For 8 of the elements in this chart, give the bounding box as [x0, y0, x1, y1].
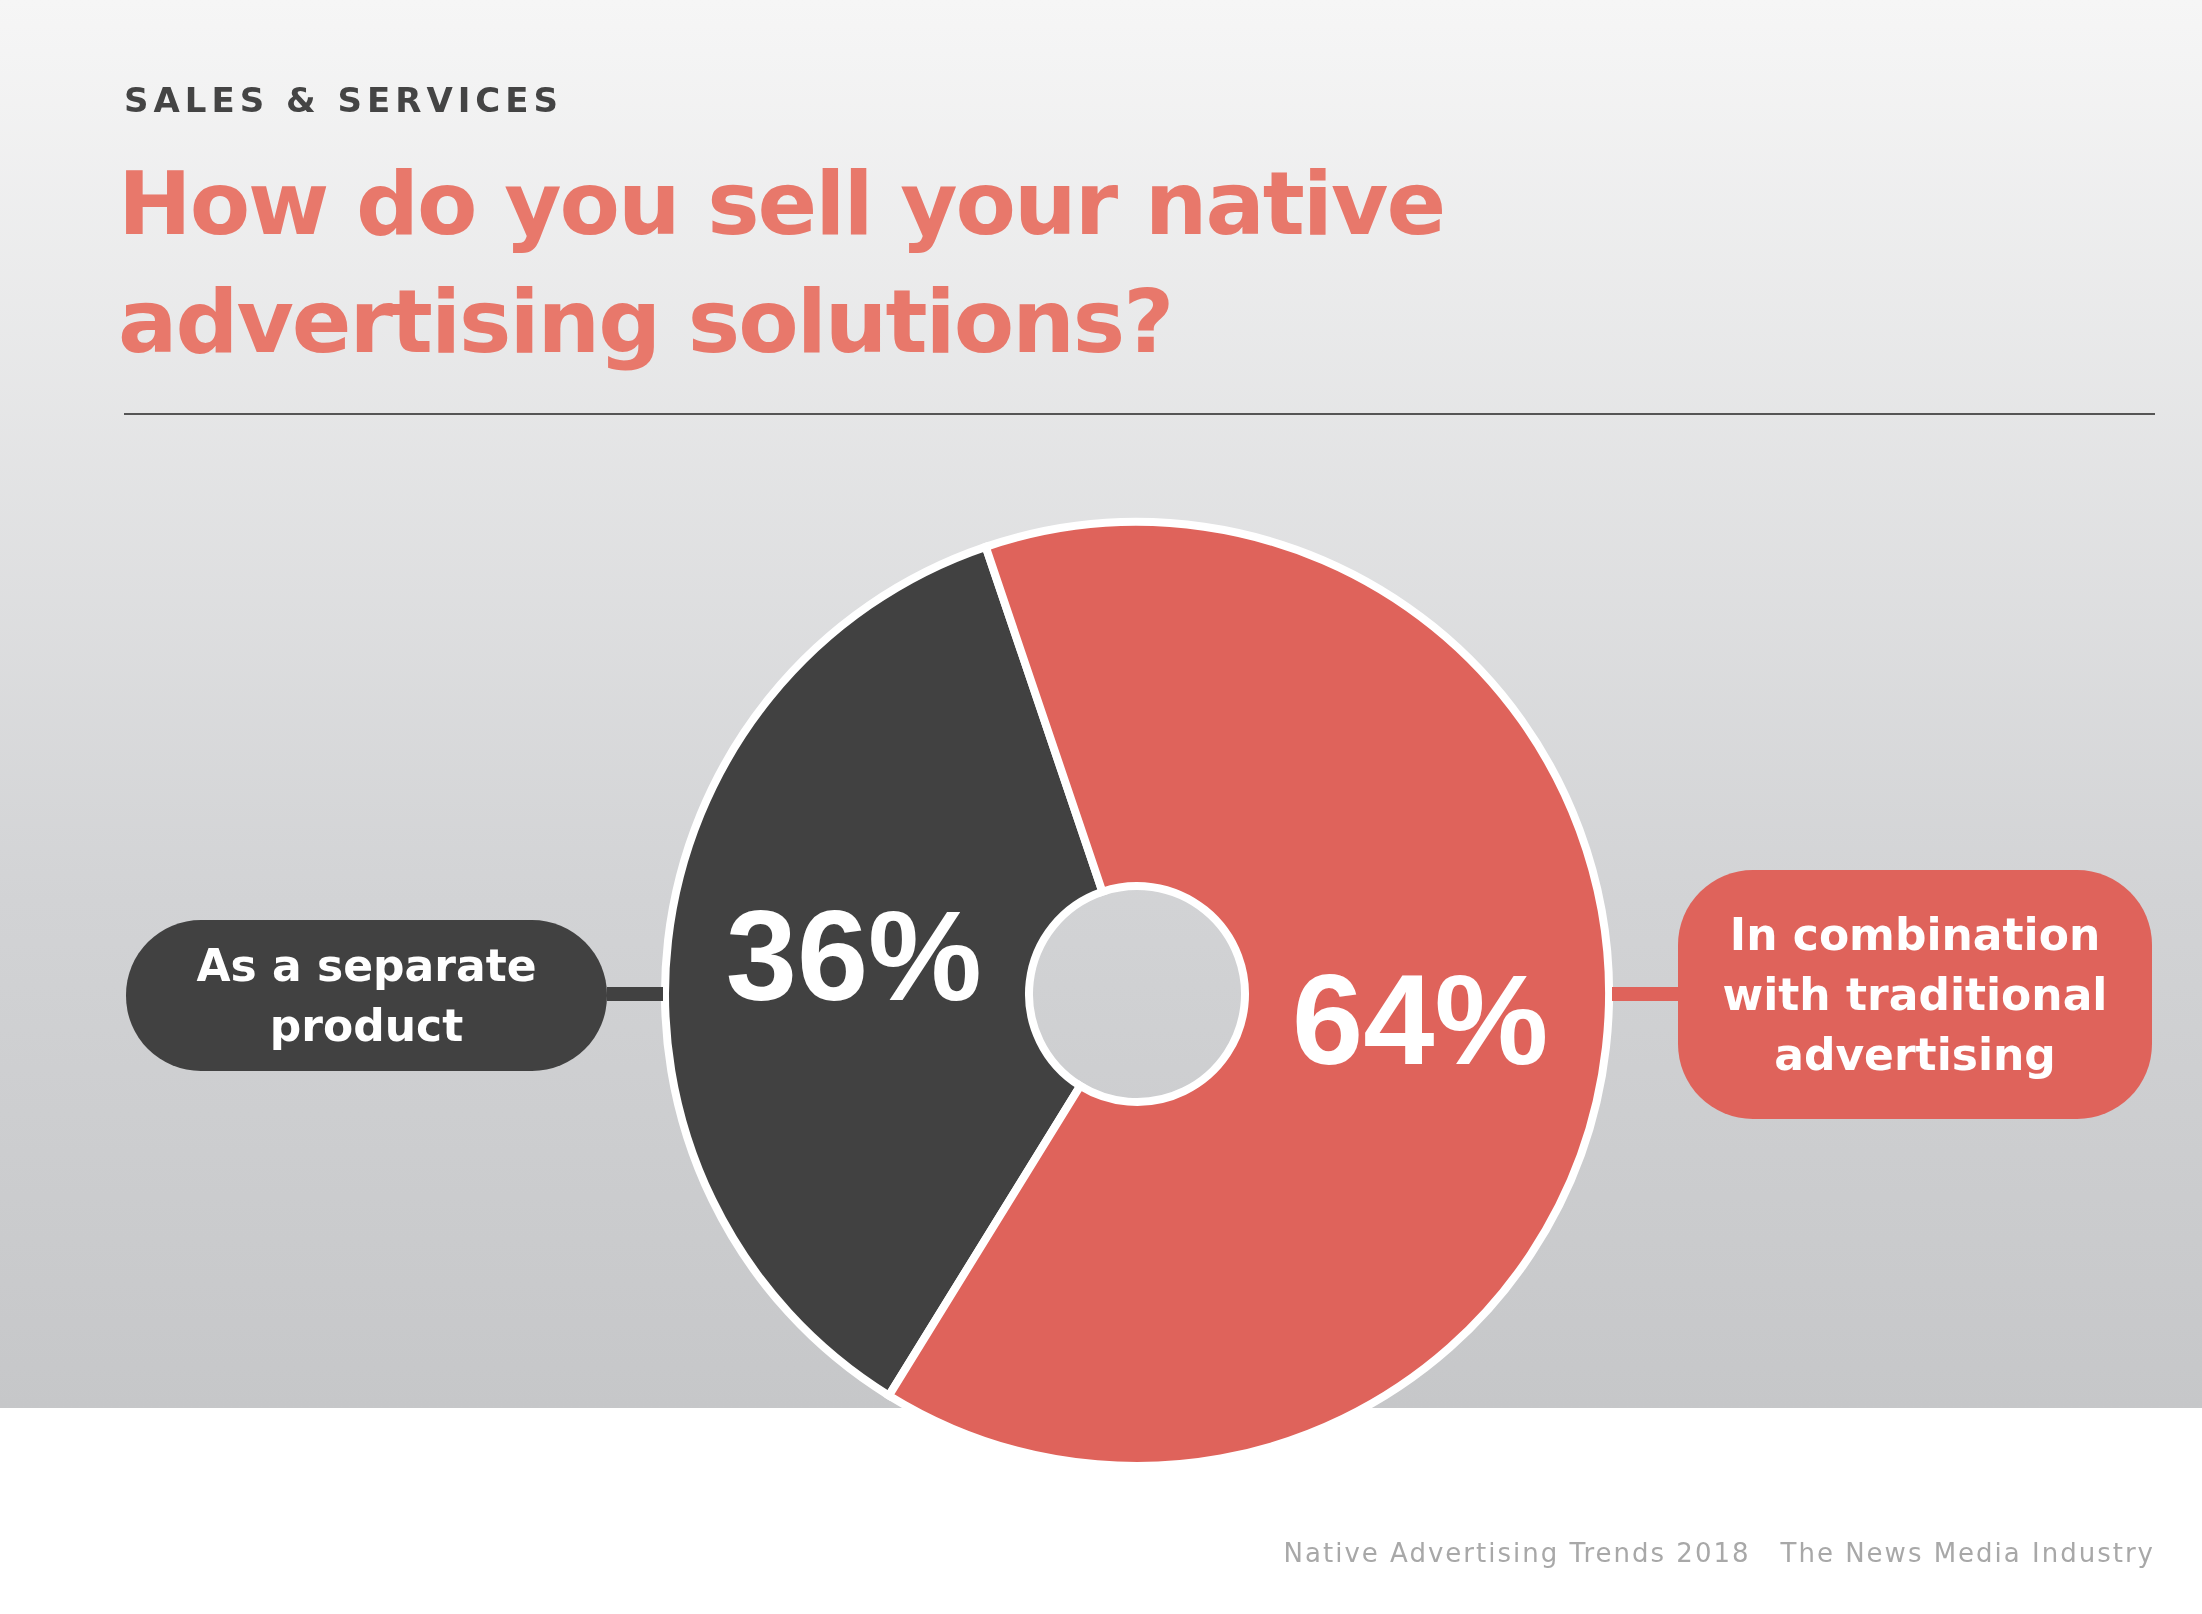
data-label: 64%	[1292, 948, 1549, 1092]
slice-label: In combination with traditional advertising	[1678, 870, 2152, 1119]
text: The News Media Industry	[1780, 1538, 2155, 1568]
chart-subtitle: SALES & SERVICES	[124, 80, 564, 120]
chart-title: How do you sell your native advertising solutions?	[118, 151, 1446, 375]
slice-label: As a separate product	[126, 920, 607, 1071]
data-label: 36%	[725, 883, 982, 1027]
text: Native Advertising Trends 2018	[1283, 1538, 1751, 1568]
